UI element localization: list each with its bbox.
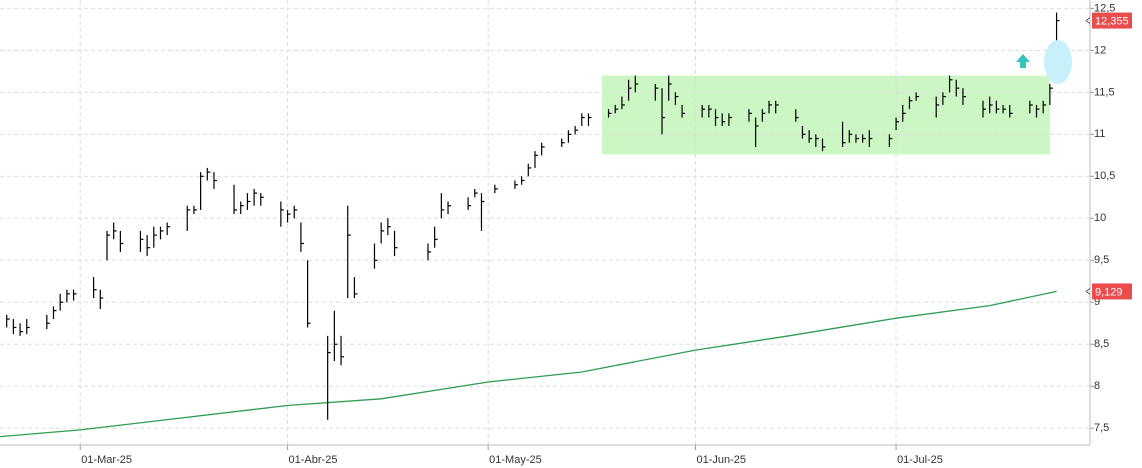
y-tick-label: 8 <box>1094 380 1100 392</box>
x-tick-label: 01-Jun-25 <box>696 454 746 466</box>
y-tick-label: 8,5 <box>1094 338 1109 350</box>
up-arrow <box>1016 54 1030 68</box>
last-value-arrow <box>1085 288 1091 295</box>
last-value-box <box>1092 283 1132 300</box>
top-layer: 7,5 8 8,5 9 9,5 10 10,5 11 11,5 12 12,5 01-Mar-25 01… <box>81 2 1132 466</box>
last-value-box <box>1092 12 1132 29</box>
y-tick-label: 9,5 <box>1094 254 1109 266</box>
y-tick-label: 12 <box>1094 44 1106 56</box>
highlight-ellipse <box>1044 40 1072 84</box>
x-tick-label: 01-May-25 <box>489 454 542 466</box>
last-value-arrow <box>1085 17 1091 24</box>
y-tick-label: 10,5 <box>1094 170 1115 182</box>
highlight-box <box>601 75 1050 155</box>
y-tick-label: 10 <box>1094 212 1106 224</box>
y-tick-label: 9 <box>1094 296 1100 308</box>
x-tick-label: 01-Mar-25 <box>81 454 132 466</box>
x-tick-label: 01-Jul-25 <box>897 454 943 466</box>
background-layer <box>0 0 1094 450</box>
y-tick-label: 12,5 <box>1094 2 1115 14</box>
x-tick-label: 01-Abr-25 <box>289 454 338 466</box>
main-layer <box>0 12 1060 438</box>
last-value-label: 9,129 <box>1095 286 1123 298</box>
last-value-label: 12,355 <box>1095 15 1129 27</box>
y-tick-label: 7,5 <box>1094 422 1109 434</box>
moving-average-line <box>0 290 1057 438</box>
y-tick-label: 11,5 <box>1094 86 1115 98</box>
y-tick-label: 11 <box>1094 128 1105 140</box>
